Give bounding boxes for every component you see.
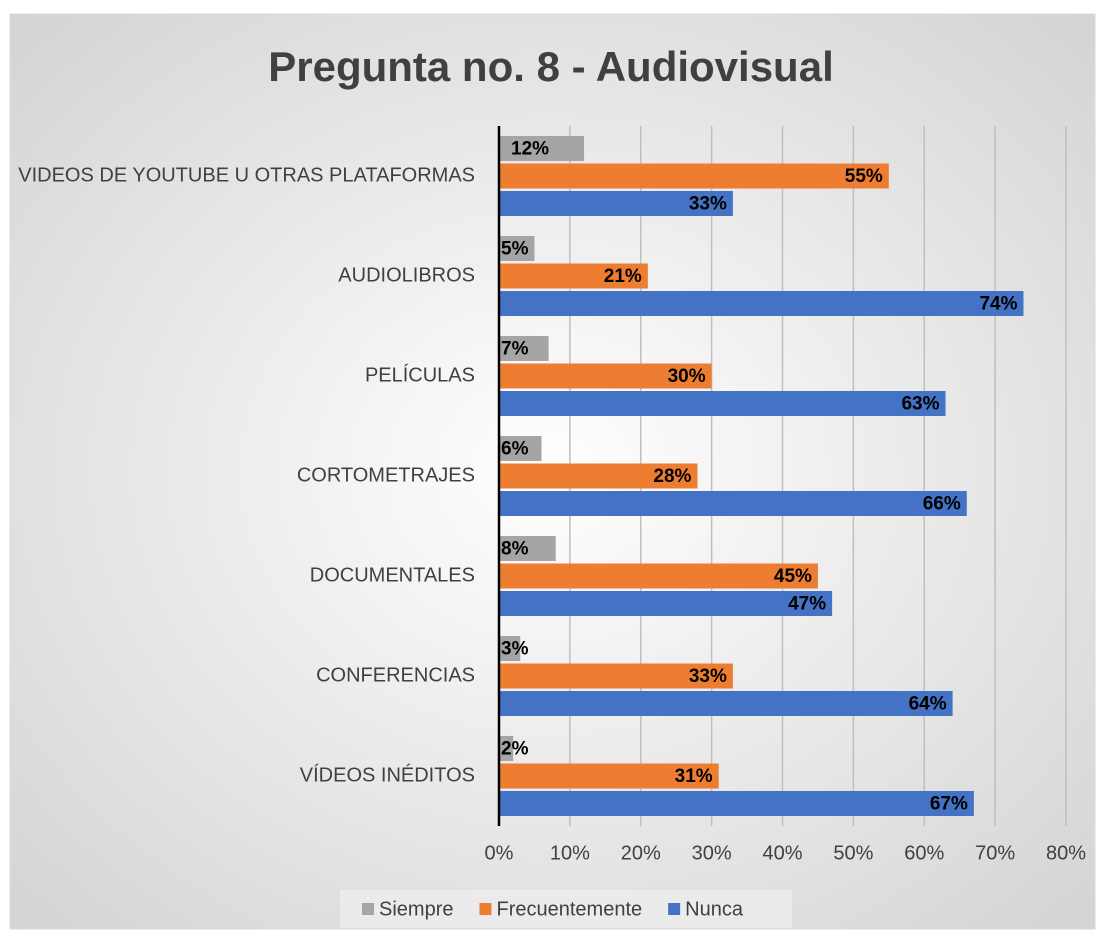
y-tick-label: CONFERENCIAS xyxy=(316,664,475,686)
bar xyxy=(499,536,556,561)
data-label: 63% xyxy=(901,394,939,415)
bar xyxy=(499,336,549,361)
bar xyxy=(499,791,974,816)
bar xyxy=(499,436,542,461)
bar xyxy=(499,763,719,789)
bar xyxy=(499,691,953,716)
y-tick-label: CORTOMETRAJES xyxy=(297,464,475,486)
x-tick-label: 0% xyxy=(485,842,514,864)
bar xyxy=(499,291,1024,316)
data-label: 28% xyxy=(653,466,691,487)
data-label: 55% xyxy=(845,166,883,187)
data-label: 12% xyxy=(511,139,549,160)
data-label: 8% xyxy=(501,539,529,560)
data-label: 74% xyxy=(979,294,1017,315)
x-tick-label: 60% xyxy=(904,842,944,864)
y-tick-label: VIDEOS DE YOUTUBE U OTRAS PLATAFORMAS xyxy=(18,164,475,186)
legend-label: Nunca xyxy=(685,898,744,920)
x-tick-label: 20% xyxy=(621,842,661,864)
legend-label: Siempre xyxy=(379,898,453,920)
data-label: 5% xyxy=(501,239,529,260)
x-tick-label: 70% xyxy=(975,842,1015,864)
bar xyxy=(499,663,733,689)
bar xyxy=(499,263,648,289)
y-tick-label: VÍDEOS INÉDITOS xyxy=(300,763,475,786)
data-label: 31% xyxy=(675,766,713,787)
legend-swatch xyxy=(362,903,374,915)
legend-swatch xyxy=(668,903,681,915)
bar xyxy=(499,636,521,661)
x-tick-label: 40% xyxy=(762,842,802,864)
x-tick-label: 10% xyxy=(550,842,590,864)
data-label: 67% xyxy=(930,794,968,815)
data-label: 2% xyxy=(501,739,529,760)
bar xyxy=(499,391,946,416)
legend-label: Frecuentemente xyxy=(496,898,642,920)
data-label: 64% xyxy=(909,694,947,715)
x-tick-label: 80% xyxy=(1046,842,1086,864)
bar xyxy=(499,136,585,161)
y-tick-label: AUDIOLIBROS xyxy=(338,264,475,286)
data-label: 47% xyxy=(788,594,826,615)
y-tick-label: DOCUMENTALES xyxy=(310,564,475,586)
bar xyxy=(499,363,712,389)
data-label: 6% xyxy=(501,439,529,460)
data-label: 66% xyxy=(923,494,961,515)
bar xyxy=(499,163,889,189)
bar xyxy=(499,463,698,489)
data-label: 33% xyxy=(689,194,727,215)
data-label: 30% xyxy=(668,366,706,387)
legend-box xyxy=(340,890,792,928)
bar xyxy=(499,491,967,516)
legend-swatch xyxy=(479,903,492,915)
bar xyxy=(499,736,514,761)
bar xyxy=(499,591,833,616)
data-label: 3% xyxy=(501,639,529,660)
bar xyxy=(499,563,818,589)
data-label: 21% xyxy=(604,266,642,287)
chart-title: Pregunta no. 8 - Audiovisual xyxy=(268,43,834,90)
x-tick-label: 50% xyxy=(833,842,873,864)
y-tick-label: PELÍCULAS xyxy=(365,363,475,386)
x-tick-label: 30% xyxy=(692,842,732,864)
data-label: 45% xyxy=(774,566,812,587)
bar xyxy=(499,191,733,216)
data-label: 7% xyxy=(501,339,529,360)
data-label: 33% xyxy=(689,666,727,687)
bar xyxy=(499,236,535,261)
